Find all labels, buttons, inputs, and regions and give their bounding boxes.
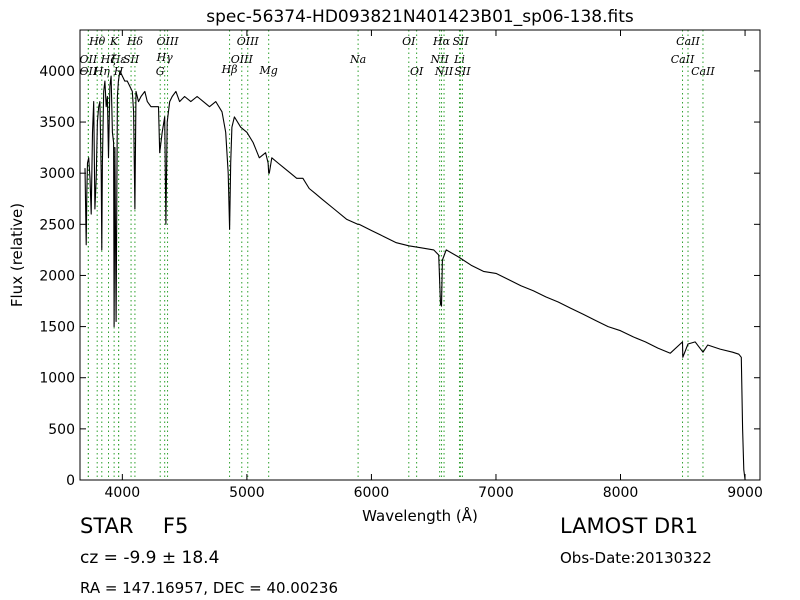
line-label-25: SII (454, 65, 471, 78)
x-tick-label-4: 8000 (603, 485, 639, 501)
line-label-16: Mg (259, 64, 278, 77)
line-label-12: OIII (157, 35, 180, 48)
emission-line-markers: OIIOIIHθHηHζKHεHSIIHδGHγOIIIHβOIIIOIIIMg… (79, 30, 715, 480)
y-tick-label-5: 2500 (39, 217, 75, 233)
y-axis-label: Flux (relative) (8, 203, 26, 307)
line-label-5: K (109, 35, 119, 48)
y-tick-label-7: 3500 (39, 115, 75, 131)
x-tick-label-2: 6000 (354, 485, 390, 501)
line-label-7: H (113, 65, 124, 78)
chart-title: spec-56374-HD093821N401423B01_sp06-138.f… (206, 7, 634, 27)
redshift-text: cz = -9.9 ± 18.4 (80, 548, 220, 568)
y-tick-label-1: 500 (48, 422, 75, 438)
line-label-17: Na (349, 53, 366, 66)
line-label-9: Hδ (126, 35, 144, 48)
x-tick-label-3: 7000 (478, 485, 514, 501)
y-tick-label-3: 1500 (39, 320, 75, 336)
y-tick-label-4: 2000 (39, 268, 75, 284)
y-tick-label-6: 3000 (39, 166, 75, 182)
line-label-27: CaII (676, 35, 700, 48)
object-class: STAR (80, 514, 134, 538)
line-label-18: OI (402, 35, 416, 48)
line-label-11: Hγ (156, 51, 174, 64)
line-label-2: Hθ (88, 35, 106, 48)
x-axis-label: Wavelength (Å) (362, 506, 478, 525)
line-label-4: Hζ (100, 53, 118, 66)
x-tick-label-1: 5000 (229, 485, 265, 501)
x-tick-label-5: 9000 (727, 485, 763, 501)
coordinates-text: RA = 147.16957, DEC = 40.00236 (80, 579, 339, 597)
star-class-row: STAR F5 (80, 514, 188, 538)
y-tick-label-8: 4000 (39, 64, 75, 80)
line-label-1: OII (79, 65, 97, 78)
line-label-19: OI (410, 65, 424, 78)
line-label-23: Li (453, 53, 465, 66)
axis-ticks: 4000 5000 6000 7000 8000 9000 0 500 1000 1500 2000… (39, 30, 763, 501)
line-label-15: OIII (237, 35, 260, 48)
line-label-28: CaII (691, 65, 715, 78)
y-tick-label-2: 1000 (39, 371, 75, 387)
spectral-subclass: F5 (162, 514, 189, 538)
line-label-0: OII (79, 53, 97, 66)
line-label-6: Hε (110, 53, 127, 66)
line-label-20: NII (430, 53, 450, 66)
survey-name: LAMOST DR1 (560, 514, 699, 538)
spectrum-series (84, 70, 746, 481)
line-label-10: G (156, 65, 165, 78)
line-label-26: CaII (671, 53, 695, 66)
y-tick-label-0: 0 (66, 473, 75, 489)
line-label-21: NII (434, 65, 454, 78)
observation-date: Obs-Date:20130322 (560, 549, 712, 567)
line-label-13: Hβ (221, 63, 238, 76)
x-tick-label-0: 4000 (105, 485, 141, 501)
line-label-3: Hη (93, 65, 111, 78)
line-label-14: OIII (231, 53, 254, 66)
plot-frame (79, 29, 761, 481)
line-label-24: SII (452, 35, 469, 48)
line-label-22: Hα (432, 35, 451, 48)
line-label-8: SII (123, 53, 140, 66)
spectrum-line (84, 70, 746, 481)
